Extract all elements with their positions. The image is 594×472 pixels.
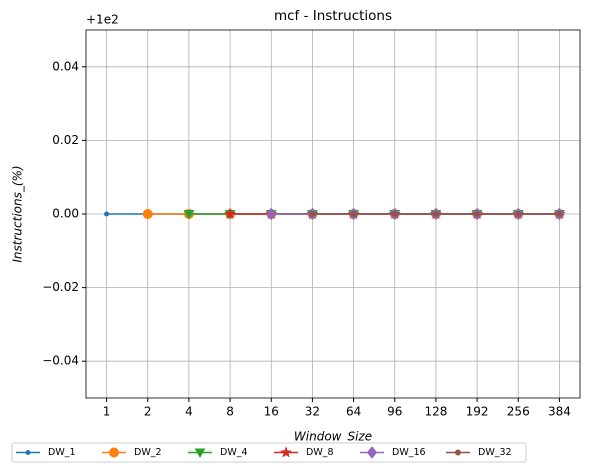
y-axis-label: Instructions_(%) — [11, 165, 25, 262]
y-tick-label: 0.04 — [52, 59, 79, 73]
x-tick-label: 8 — [226, 405, 234, 419]
data-point — [183, 210, 195, 220]
x-tick-label: 2 — [144, 405, 152, 419]
legend-marker — [455, 449, 461, 456]
data-point — [309, 211, 316, 217]
data-point — [515, 211, 522, 217]
data-point — [391, 211, 398, 217]
chart-title: mcf - Instructions — [274, 8, 392, 24]
x-tick-label: 1 — [103, 405, 111, 419]
legend-label: DW_4 — [220, 447, 248, 458]
data-point — [266, 207, 277, 221]
data-point — [142, 209, 153, 219]
data-point — [432, 211, 439, 217]
legend-label: DW_16 — [392, 447, 426, 458]
x-tick-label: 32 — [305, 405, 320, 419]
legend-marker — [25, 450, 31, 455]
legend-marker — [194, 448, 206, 459]
data-point — [224, 207, 237, 220]
data-point — [556, 211, 563, 217]
data-point — [350, 211, 357, 217]
x-tick-label: 96 — [387, 405, 402, 419]
x-tick-label: 64 — [346, 405, 361, 419]
legend-label: DW_32 — [478, 447, 512, 458]
y-tick-label: −0.02 — [42, 280, 79, 294]
x-tick-label: 384 — [548, 405, 571, 419]
x-tick-label: 192 — [466, 405, 489, 419]
y-offset-label: +1e2 — [86, 13, 119, 27]
x-tick-label: 4 — [185, 405, 193, 419]
plot-frame — [85, 29, 581, 399]
legend-label: DW_8 — [306, 447, 334, 458]
x-axis-label: Window_Size — [294, 430, 372, 444]
y-tick-label: −0.04 — [42, 354, 79, 368]
y-tick-label: 0.02 — [52, 133, 79, 147]
x-tick-label: 256 — [507, 405, 530, 419]
data-point — [474, 211, 481, 217]
legend-marker — [280, 446, 292, 458]
legend-frame — [11, 442, 527, 463]
legend-label: DW_2 — [134, 447, 162, 458]
x-tick-label: 128 — [424, 405, 447, 419]
y-tick-label: 0.00 — [52, 207, 79, 221]
x-tick-label: 16 — [264, 405, 279, 419]
legend-marker — [109, 447, 119, 458]
data-point — [104, 211, 110, 217]
legend-marker — [366, 446, 378, 459]
legend-label: DW_1 — [48, 447, 76, 458]
